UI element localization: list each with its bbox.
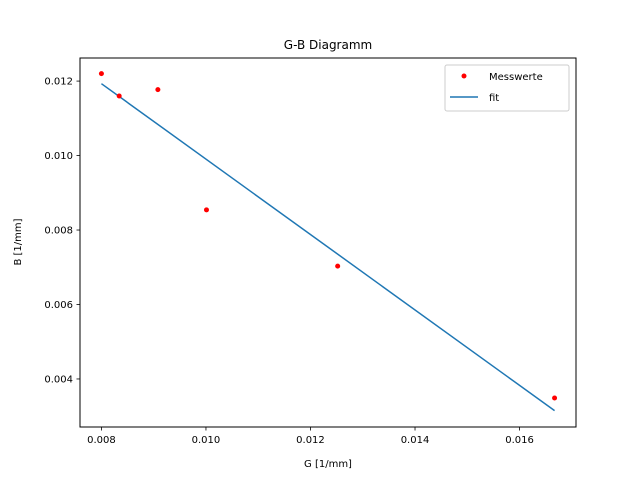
plot-area — [79, 57, 577, 428]
legend-box — [444, 64, 570, 112]
legend-label-messwerte: Messwerte — [489, 72, 543, 83]
legend: Messwerte fit — [444, 64, 570, 112]
y-tick-label: 0.006 — [44, 300, 73, 311]
data-points — [98, 71, 558, 401]
x-tick-label: 0.014 — [401, 435, 430, 446]
x-axis: 0.008 0.010 0.012 0.014 0.016 — [87, 427, 534, 446]
data-point — [335, 263, 341, 269]
data-point — [116, 93, 122, 99]
y-tick-label: 0.012 — [44, 77, 73, 88]
y-axis-label: B [1/mm] — [13, 218, 24, 265]
x-tick-label: 0.012 — [296, 435, 325, 446]
data-point — [203, 207, 209, 213]
y-tick-label: 0.004 — [44, 374, 73, 385]
data-point — [155, 87, 161, 93]
x-axis-label: G [1/mm] — [304, 459, 352, 470]
y-tick-label: 0.010 — [44, 151, 73, 162]
fit-series — [100, 83, 556, 412]
chart-title: G-B Diagramm — [284, 38, 372, 52]
x-tick-label: 0.008 — [87, 435, 116, 446]
legend-label-fit: fit — [489, 93, 499, 104]
y-axis: 0.004 0.006 0.008 0.010 0.012 — [44, 77, 80, 385]
axes-frame — [79, 57, 577, 428]
data-point — [98, 71, 104, 77]
x-tick-label: 0.016 — [505, 435, 534, 446]
legend-marker-messwerte — [461, 73, 467, 79]
x-tick-label: 0.010 — [192, 435, 221, 446]
fit-line — [100, 83, 556, 412]
data-point — [552, 395, 558, 401]
y-tick-label: 0.008 — [44, 226, 73, 237]
